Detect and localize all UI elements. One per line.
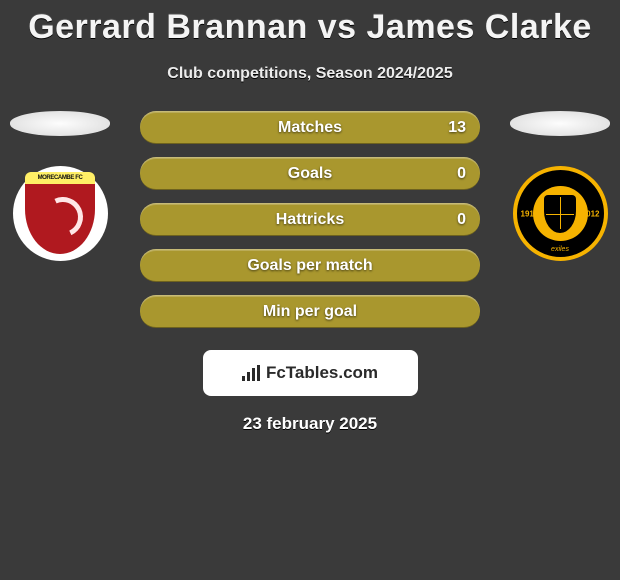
player-left-column: MORECAMBE FC	[5, 111, 115, 261]
stat-row-goals-per-match: Goals per match	[140, 249, 480, 282]
stat-label: Hattricks	[276, 211, 344, 229]
stat-label: Goals	[288, 165, 332, 183]
stat-row-min-per-goal: Min per goal	[140, 295, 480, 328]
morecambe-badge: MORECAMBE FC	[13, 166, 108, 261]
stat-label: Goals per match	[247, 257, 372, 275]
player-right-column: 1912 2012 exiles	[505, 111, 615, 261]
stat-label: Min per goal	[263, 303, 357, 321]
stat-row-matches: Matches 13	[140, 111, 480, 144]
footer-brand-text: FcTables.com	[266, 363, 378, 383]
stat-right-value: 0	[457, 211, 466, 229]
morecambe-shield: MORECAMBE FC	[25, 174, 95, 254]
newport-year-left: 1912	[521, 209, 539, 218]
stat-label: Matches	[278, 119, 342, 137]
stat-right-value: 13	[448, 119, 466, 137]
comparison-layout: MORECAMBE FC 1912 2012 exiles Matches 13…	[0, 111, 620, 434]
footer-brand-card[interactable]: FcTables.com	[203, 350, 418, 396]
stats-list: Matches 13 Goals 0 Hattricks 0 Goals per…	[140, 111, 480, 328]
shrimp-icon	[43, 197, 77, 231]
stat-right-value: 0	[457, 165, 466, 183]
newport-inner-circle	[533, 186, 588, 241]
morecambe-banner-text: MORECAMBE FC	[25, 172, 95, 184]
page-title: Gerrard Brannan vs James Clarke	[0, 0, 620, 47]
newport-exiles-text: exiles	[517, 246, 604, 253]
stat-row-goals: Goals 0	[140, 157, 480, 190]
player-right-photo-placeholder	[510, 111, 610, 136]
newport-shield-icon	[544, 195, 576, 233]
player-left-photo-placeholder	[10, 111, 110, 136]
stat-row-hattricks: Hattricks 0	[140, 203, 480, 236]
bars-icon	[242, 365, 260, 381]
subtitle: Club competitions, Season 2024/2025	[0, 65, 620, 83]
footer-date: 23 february 2025	[0, 414, 620, 434]
newport-badge: 1912 2012 exiles	[513, 166, 608, 261]
newport-year-right: 2012	[582, 209, 600, 218]
